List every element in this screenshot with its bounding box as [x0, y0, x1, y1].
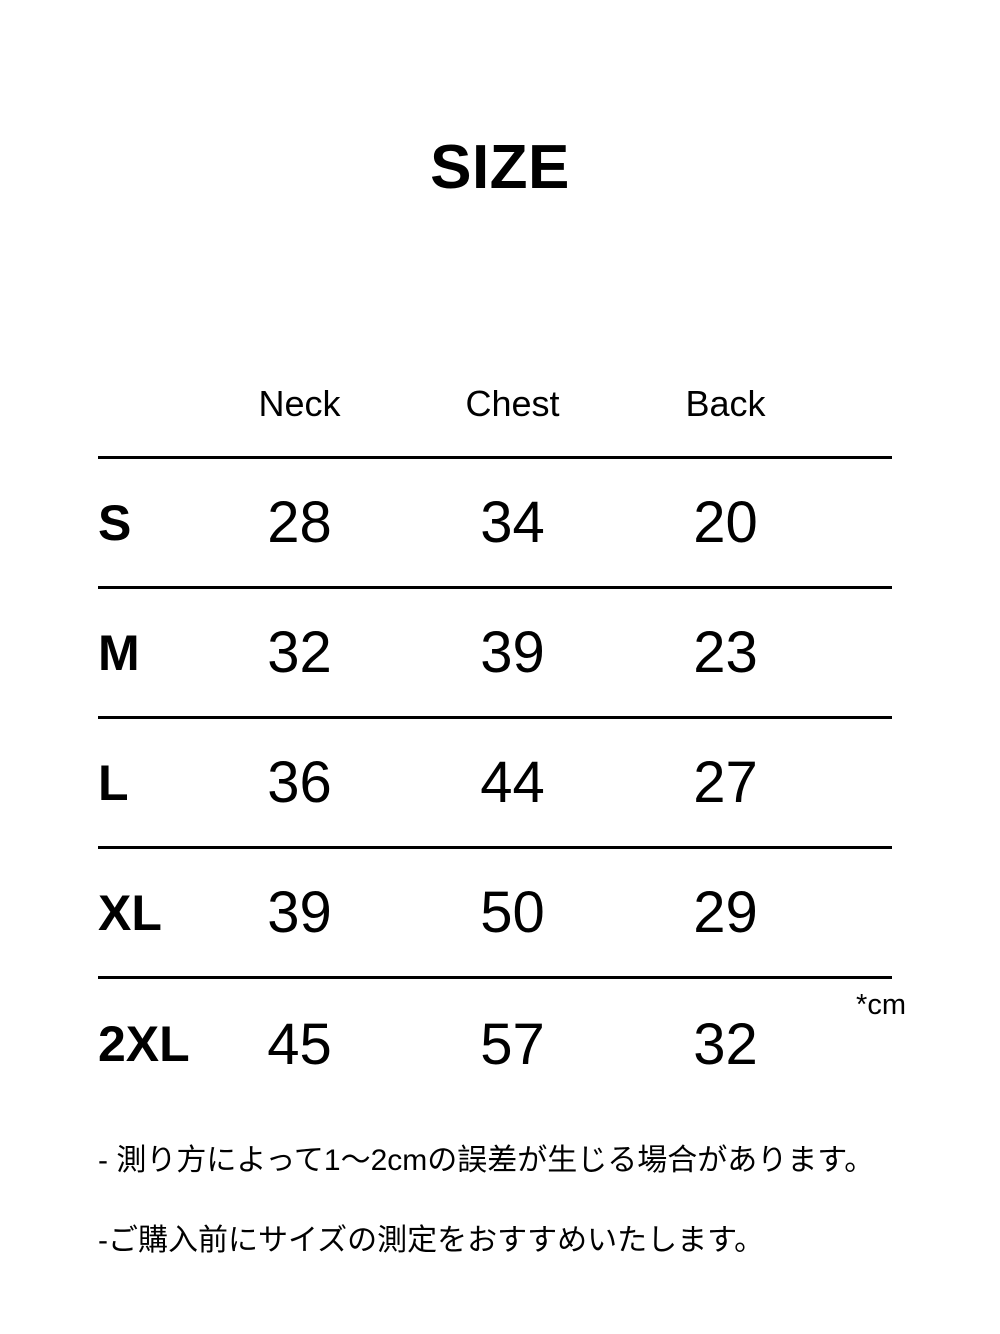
chest-value: 39	[480, 620, 545, 685]
unit-note-cm: *cm	[856, 989, 906, 1021]
chest-value: 50	[480, 880, 545, 945]
size-label: XL	[98, 884, 162, 941]
back-value: 32	[693, 1011, 758, 1077]
size-table: Neck Chest Back S 28 34 20 M 32 39 23 L …	[98, 352, 906, 1109]
footnote-measure-before-purchase: -ご購入前にサイズの測定をおすすめいたします。	[98, 1223, 765, 1257]
back-value: 27	[693, 750, 758, 815]
neck-value: 32	[267, 620, 332, 685]
chest-value: 44	[480, 750, 545, 815]
neck-value: 45	[267, 1011, 332, 1077]
size-label: L	[98, 754, 129, 811]
back-value: 23	[693, 620, 758, 685]
size-label: S	[98, 494, 132, 551]
size-label: M	[98, 624, 140, 681]
table-row-m: M 32 39 23	[98, 589, 892, 719]
chest-value: 34	[480, 490, 545, 555]
size-label: 2XL	[98, 1016, 190, 1072]
table-header-row: Neck Chest Back	[98, 352, 892, 459]
table-row-2xl: 2XL 45 57 32 *cm	[98, 979, 906, 1109]
table-row-xl: XL 39 50 29	[98, 849, 892, 979]
column-header-chest: Chest	[465, 383, 560, 424]
footnote-measurement-tolerance: - 測り方によって1〜2cmの誤差が生じる場合があります。	[98, 1144, 875, 1177]
back-value: 20	[693, 490, 758, 555]
neck-value: 28	[267, 490, 332, 555]
column-header-neck: Neck	[258, 383, 341, 424]
footnotes: - 測り方によって1〜2cmの誤差が生じる場合があります。 -ご購入前にサイズの…	[98, 1142, 908, 1301]
chest-value: 57	[480, 1011, 545, 1077]
table-row-l: L 36 44 27	[98, 719, 892, 849]
column-header-back: Back	[685, 383, 766, 424]
table-row-s: S 28 34 20	[98, 459, 892, 589]
neck-value: 39	[267, 880, 332, 945]
neck-value: 36	[267, 750, 332, 815]
back-value: 29	[693, 880, 758, 945]
page-title: SIZE	[430, 133, 570, 202]
